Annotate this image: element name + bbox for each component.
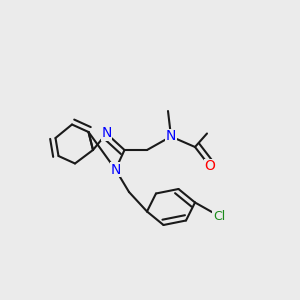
Text: Cl: Cl	[213, 209, 225, 223]
Text: N: N	[166, 130, 176, 143]
Text: O: O	[205, 160, 215, 173]
Text: N: N	[101, 127, 112, 140]
Text: N: N	[110, 163, 121, 176]
